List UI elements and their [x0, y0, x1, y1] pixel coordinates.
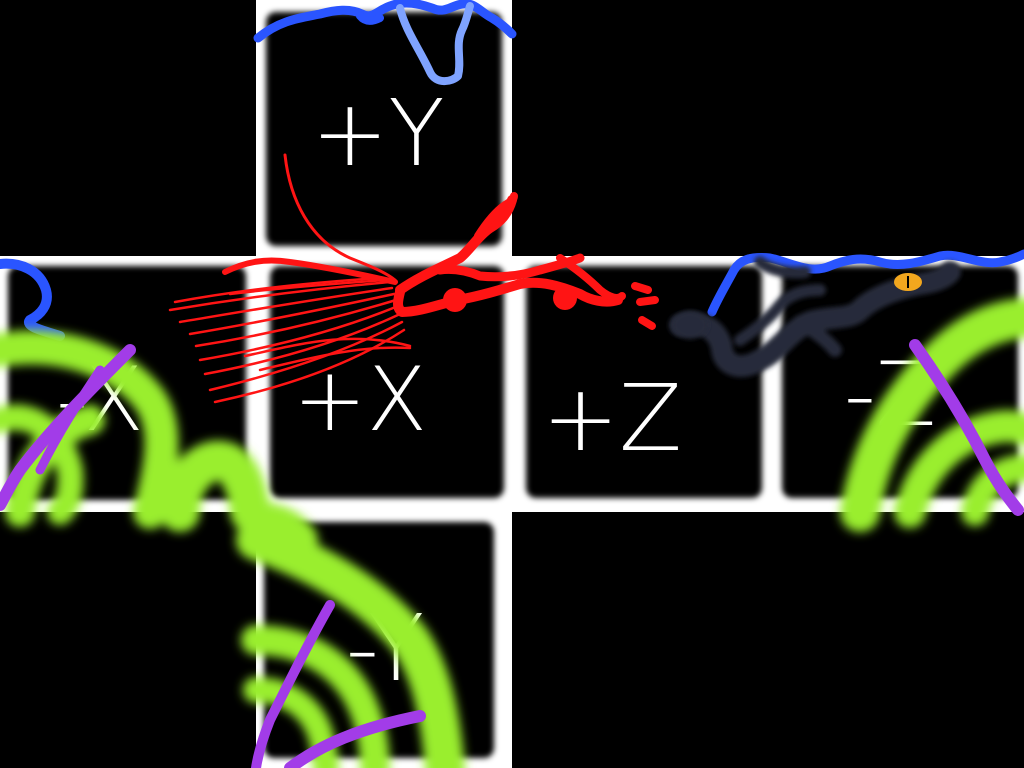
- blue-scribble-right: [707, 249, 1024, 317]
- face-labels: +Y -X +X +Z -Z -Y: [56, 80, 936, 702]
- red-bird-drawing: [168, 153, 659, 404]
- purple-strokes: [0, 339, 1024, 768]
- blue-scribble: [253, 0, 517, 86]
- face-label-pos-z: +Z: [542, 365, 682, 472]
- green-swirls: [0, 298, 1024, 768]
- blue-scribble-left: [0, 258, 65, 341]
- dark-serpent-drawing: [669, 256, 961, 378]
- face-label-pos-x: +X: [293, 348, 427, 451]
- face-label-pos-y: +Y: [311, 80, 444, 187]
